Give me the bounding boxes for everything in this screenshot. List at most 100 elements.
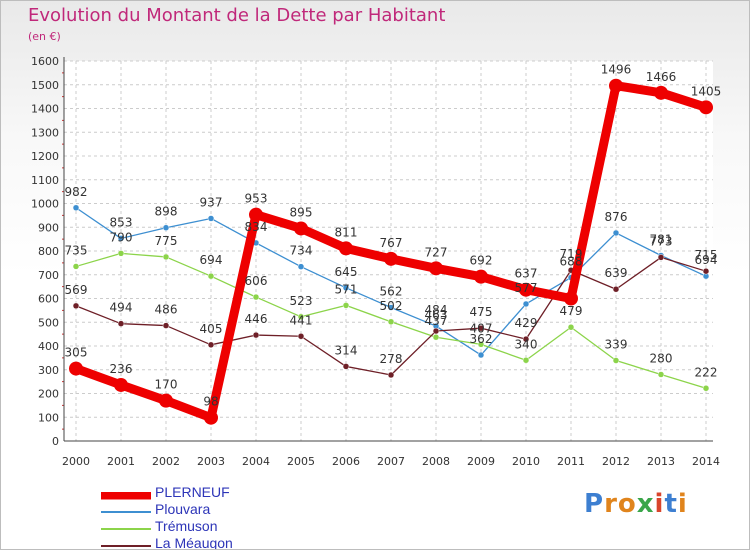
data-point-la-meaugon [117, 320, 125, 327]
data-point-tremuson [477, 341, 485, 348]
data-label-la-meaugon: 278 [380, 352, 403, 366]
data-label-plouvara: 937 [200, 195, 223, 209]
data-point-plerneuf [519, 282, 533, 297]
data-label-plerneuf: 236 [110, 362, 133, 376]
legend-item-tremuson: Trémuson [99, 518, 299, 535]
data-label-la-meaugon: 429 [515, 316, 538, 330]
data-label-tremuson: 437 [425, 314, 448, 328]
data-point-plerneuf [429, 261, 443, 276]
data-point-tremuson [387, 318, 395, 326]
y-tick-label: 200 [38, 388, 59, 401]
x-tick-label: 2002 [152, 455, 180, 468]
legend-item-la-meaugon: La Méaugon [99, 535, 299, 550]
data-label-la-meaugon: 715 [695, 248, 718, 262]
legend-swatch-la-meaugon [101, 545, 151, 547]
legend-label: Plouvara [155, 501, 211, 517]
data-point-la-meaugon [432, 327, 440, 335]
data-point-la-meaugon [387, 371, 395, 379]
data-point-tremuson [207, 272, 215, 280]
data-label-plerneuf: 170 [155, 378, 178, 392]
data-label-plerneuf: 811 [335, 225, 358, 239]
logo-letter: x [636, 489, 655, 519]
data-label-tremuson: 502 [380, 299, 403, 313]
data-label-la-meaugon: 446 [245, 312, 268, 326]
data-point-plerneuf [294, 221, 308, 236]
chart-subtitle: (en €) [28, 30, 61, 43]
data-label-plouvara: 484 [425, 303, 448, 317]
data-point-la-meaugon [657, 254, 665, 261]
x-tick-label: 2003 [197, 455, 225, 468]
data-point-plerneuf [159, 393, 173, 408]
data-point-plerneuf [384, 251, 398, 266]
data-label-la-meaugon: 639 [605, 266, 628, 280]
data-point-plerneuf [204, 410, 218, 425]
y-tick-label: 0 [52, 435, 59, 448]
data-label-plerneuf: 767 [380, 236, 403, 250]
data-label-plouvara: 876 [605, 210, 628, 224]
data-label-plouvara: 853 [110, 215, 133, 229]
y-tick-label: 1400 [31, 103, 59, 116]
data-label-plouvara: 562 [380, 285, 403, 299]
legend-swatch-plerneuf [101, 492, 151, 500]
x-tick-label: 2007 [377, 455, 405, 468]
x-tick-label: 2006 [332, 455, 360, 468]
data-label-plerneuf: 1466 [646, 70, 677, 84]
data-point-plouvara [117, 235, 125, 242]
data-point-plouvara [207, 215, 215, 222]
data-point-tremuson [72, 263, 80, 270]
data-label-plerneuf: 895 [290, 205, 313, 219]
data-point-tremuson [612, 357, 620, 364]
legend: PLERNEUF Plouvara Trémuson La Méaugon [99, 484, 299, 550]
x-tick-label: 2014 [692, 455, 720, 468]
data-point-plerneuf [564, 291, 578, 306]
data-point-plerneuf [654, 85, 668, 100]
y-tick-label: 300 [38, 364, 59, 377]
y-tick-label: 1100 [31, 174, 59, 187]
y-tick-label: 600 [38, 293, 59, 306]
data-point-plerneuf [114, 377, 128, 392]
data-point-plouvara [477, 351, 485, 359]
x-tick-label: 2009 [467, 455, 495, 468]
data-point-la-meaugon [702, 267, 710, 275]
data-label-tremuson: 735 [65, 243, 88, 257]
logo-letter: o [617, 489, 637, 519]
data-label-tremuson: 339 [605, 337, 628, 351]
data-label-tremuson: 222 [695, 365, 718, 379]
y-tick-label: 700 [38, 269, 59, 282]
data-point-tremuson [567, 323, 575, 331]
data-point-tremuson [252, 293, 260, 301]
legend-item-plerneuf: PLERNEUF [99, 484, 299, 501]
x-tick-label: 2004 [242, 455, 270, 468]
data-point-la-meaugon [522, 335, 530, 343]
data-point-plouvara [342, 284, 350, 292]
data-point-plerneuf [249, 207, 263, 222]
data-point-la-meaugon [297, 333, 305, 340]
legend-item-plouvara: Plouvara [99, 501, 299, 518]
data-point-plouvara [612, 229, 620, 237]
data-point-plouvara [522, 300, 530, 308]
x-tick-label: 2012 [602, 455, 630, 468]
data-label-la-meaugon: 463 [425, 308, 448, 322]
data-label-plouvara: 362 [470, 332, 493, 346]
data-label-plouvara: 688 [560, 255, 583, 269]
data-label-plerneuf: 1405 [691, 84, 722, 98]
data-point-plouvara [72, 204, 80, 212]
y-tick-label: 1300 [31, 126, 59, 139]
data-point-plerneuf [69, 361, 83, 376]
data-point-plerneuf [474, 269, 488, 284]
data-point-tremuson [432, 333, 440, 341]
logo-letter: r [604, 489, 618, 519]
legend-label: Trémuson [155, 518, 218, 534]
data-point-la-meaugon [72, 302, 80, 310]
y-tick-label: 900 [38, 221, 59, 234]
legend-label: La Méaugon [155, 535, 233, 550]
data-label-plerneuf: 1496 [601, 63, 632, 77]
y-tick-label: 500 [38, 316, 59, 329]
data-label-la-meaugon: 405 [200, 322, 223, 336]
data-point-la-meaugon [252, 331, 260, 339]
data-label-tremuson: 790 [110, 230, 133, 244]
data-point-tremuson [702, 385, 710, 392]
logo-letter: i [677, 489, 688, 519]
legend-swatch-tremuson [101, 528, 151, 530]
